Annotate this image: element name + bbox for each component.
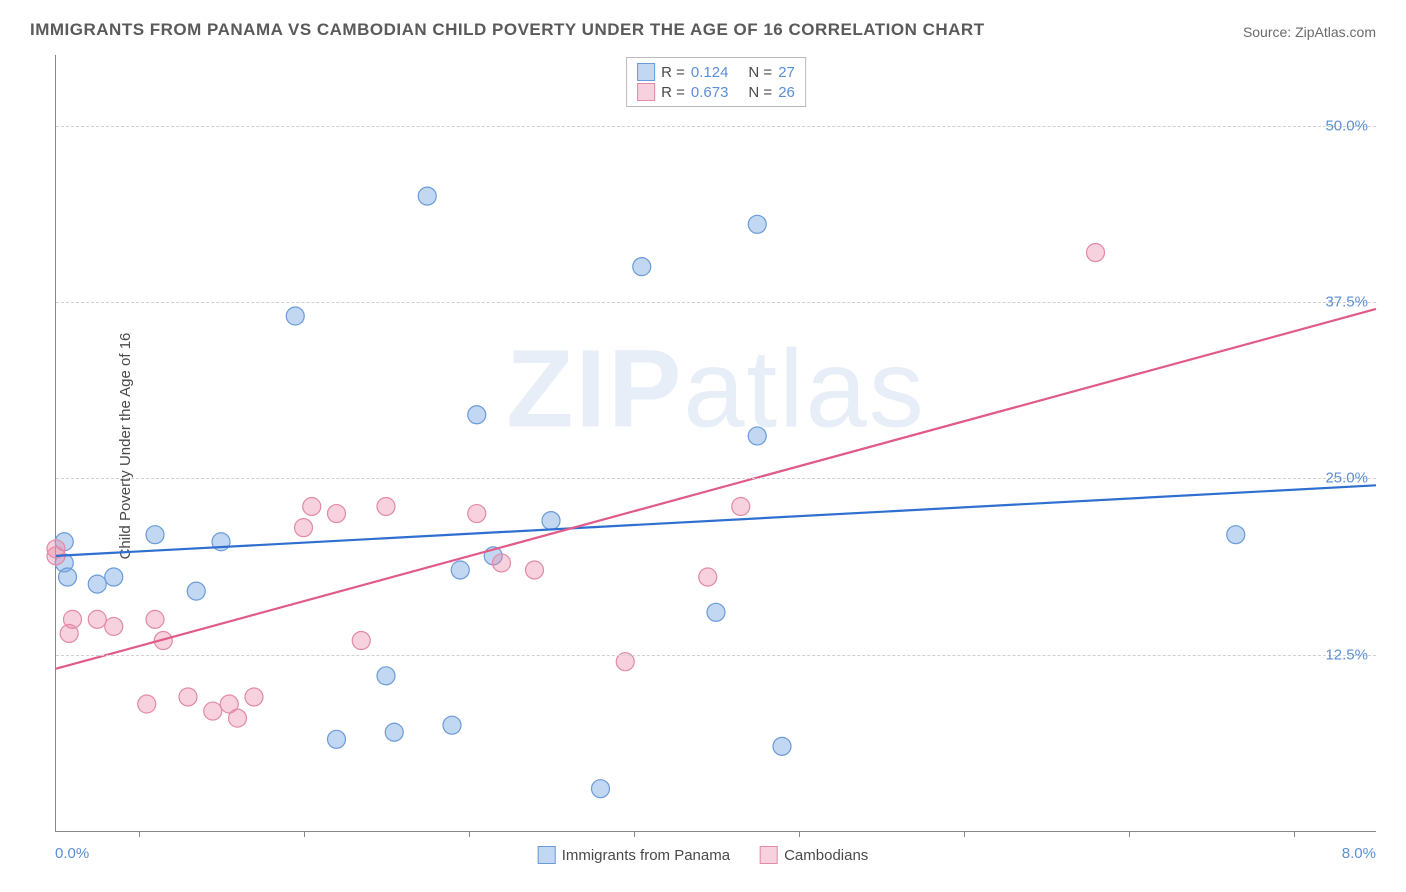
n-label: N =	[748, 84, 772, 101]
legend-row: R = 0.673 N = 26	[637, 82, 795, 102]
legend-swatch	[637, 63, 655, 81]
source-attribution: Source: ZipAtlas.com	[1243, 24, 1376, 40]
data-point	[1227, 526, 1245, 544]
x-tick	[1129, 831, 1130, 837]
data-point	[352, 632, 370, 650]
data-point	[303, 497, 321, 515]
x-tick	[304, 831, 305, 837]
data-point	[138, 695, 156, 713]
data-point	[328, 505, 346, 523]
chart-svg	[56, 55, 1376, 831]
x-axis-max-label: 8.0%	[1342, 845, 1376, 862]
x-tick	[964, 831, 965, 837]
data-point	[418, 187, 436, 205]
data-point	[204, 702, 222, 720]
y-tick-label: 50.0%	[1325, 117, 1368, 134]
source-prefix: Source:	[1243, 24, 1295, 40]
data-point	[105, 568, 123, 586]
data-point	[493, 554, 511, 572]
data-point	[187, 582, 205, 600]
x-axis-min-label: 0.0%	[55, 845, 89, 862]
data-point	[64, 610, 82, 628]
legend-swatch	[760, 846, 778, 864]
data-point	[328, 730, 346, 748]
data-point	[633, 258, 651, 276]
data-point	[377, 497, 395, 515]
y-tick-label: 25.0%	[1325, 470, 1368, 487]
legend-item: Cambodians	[760, 846, 868, 864]
data-point	[748, 215, 766, 233]
data-point	[146, 526, 164, 544]
data-point	[59, 568, 77, 586]
data-point	[385, 723, 403, 741]
n-value: 27	[778, 64, 795, 81]
n-value: 26	[778, 84, 795, 101]
data-point	[748, 427, 766, 445]
legend-swatch	[637, 83, 655, 101]
data-point	[732, 497, 750, 515]
data-point	[286, 307, 304, 325]
data-point	[1087, 244, 1105, 262]
data-point	[773, 737, 791, 755]
r-value: 0.124	[691, 64, 729, 81]
r-value: 0.673	[691, 84, 729, 101]
data-point	[526, 561, 544, 579]
x-tick	[1294, 831, 1295, 837]
source-name: ZipAtlas.com	[1295, 24, 1376, 40]
legend-row: R = 0.124 N = 27	[637, 62, 795, 82]
data-point	[88, 610, 106, 628]
data-point	[377, 667, 395, 685]
gridline	[56, 302, 1376, 303]
data-point	[707, 603, 725, 621]
data-point	[105, 617, 123, 635]
r-label: R =	[661, 84, 685, 101]
data-point	[451, 561, 469, 579]
data-point	[229, 709, 247, 727]
data-point	[179, 688, 197, 706]
x-tick	[634, 831, 635, 837]
data-point	[443, 716, 461, 734]
y-tick-label: 37.5%	[1325, 293, 1368, 310]
gridline	[56, 655, 1376, 656]
data-point	[592, 780, 610, 798]
x-tick	[799, 831, 800, 837]
chart-title: IMMIGRANTS FROM PANAMA VS CAMBODIAN CHIL…	[30, 20, 985, 40]
data-point	[146, 610, 164, 628]
x-tick	[139, 831, 140, 837]
trend-line	[56, 485, 1376, 556]
gridline	[56, 478, 1376, 479]
data-point	[699, 568, 717, 586]
r-label: R =	[661, 64, 685, 81]
data-point	[295, 519, 313, 537]
data-point	[245, 688, 263, 706]
plot-area: ZIPatlas R = 0.124N = 27R = 0.673N = 26 …	[55, 55, 1376, 832]
legend-label: Cambodians	[784, 847, 868, 864]
x-tick	[469, 831, 470, 837]
data-point	[468, 505, 486, 523]
data-point	[88, 575, 106, 593]
data-point	[542, 512, 560, 530]
legend-label: Immigrants from Panama	[562, 847, 730, 864]
gridline	[56, 126, 1376, 127]
correlation-legend: R = 0.124 N = 27 R = 0.673 N = 26	[626, 57, 806, 107]
y-tick-label: 12.5%	[1325, 646, 1368, 663]
legend-item: Immigrants from Panama	[538, 846, 730, 864]
series-legend: Immigrants from Panama Cambodians	[538, 846, 869, 864]
data-point	[468, 406, 486, 424]
legend-swatch	[538, 846, 556, 864]
n-label: N =	[748, 64, 772, 81]
